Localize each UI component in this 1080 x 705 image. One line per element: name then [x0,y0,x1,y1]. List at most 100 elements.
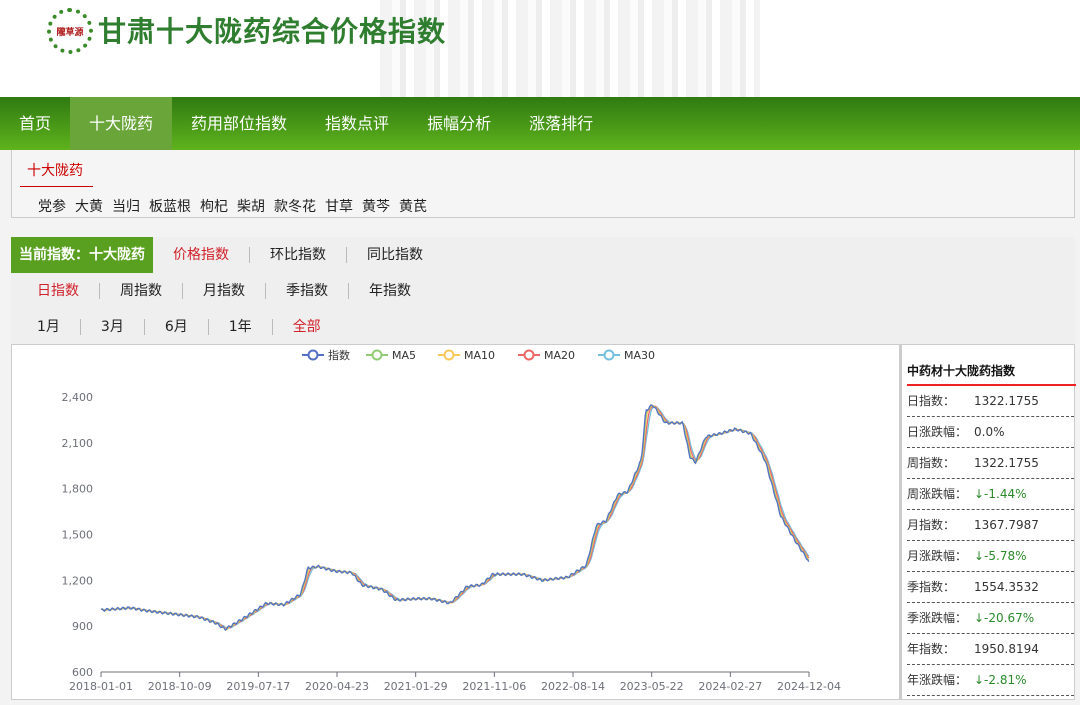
summary-row: 年涨跌幅： ↓-2.81% [907,665,1074,696]
legend-item[interactable]: MA30 [598,349,655,362]
legend-item[interactable]: MA20 [518,349,575,362]
herb-link[interactable]: 柴胡 [237,199,265,215]
current-index-label: 当前指数：十大陇药 [11,237,153,273]
series-line-MA10 [100,404,810,630]
range-option[interactable]: 全部 [292,318,321,335]
herb-link[interactable]: 黄芪 [399,199,427,215]
summary-row: 月指数： 1367.7987 [907,510,1074,541]
summary-value: 1322.1755 [974,456,1039,470]
legend-item[interactable]: MA5 [366,349,416,362]
herb-link[interactable]: 甘草 [325,199,353,215]
legend-label: MA5 [392,349,416,362]
summary-value: 1554.3532 [974,580,1039,594]
summary-value: 0.0% [974,425,1005,439]
summary-key: 年涨跌幅： [907,673,968,687]
summary-value: ↓-5.78% [974,549,1027,563]
herb-link[interactable]: 党参 [38,199,66,215]
period-option[interactable]: 季指数 [266,283,349,299]
x-tick-label: 2021-11-06 [462,680,526,693]
summary-row: 年指数： 1950.8194 [907,634,1074,665]
x-tick-label: 2022-08-14 [541,680,605,693]
nav-item[interactable]: 指数点评 [325,114,390,133]
summary-row: 日指数： 1322.1755 [907,386,1074,417]
summary-value: 1322.1755 [974,394,1039,408]
x-tick-label: 2018-01-01 [69,680,133,693]
legend-item[interactable]: MA10 [438,349,495,362]
herb-link[interactable]: 款冬花 [274,199,316,215]
range-option[interactable]: 3月 [81,318,145,335]
index-type-bar: 当前指数：十大陇药 价格指数 环比指数 同比指数 [11,237,1075,273]
series-line-MA5 [100,404,810,631]
herb-panel: 十大陇药 党参 大黄 当归 板蓝根 枸杞 柴胡 款冬花 甘草 黄芩 黄芪 [11,150,1075,218]
summary-row: 周指数： 1322.1755 [907,448,1074,479]
y-tick-label: 1,500 [62,529,94,542]
summary-key: 季涨跌幅： [907,611,968,625]
y-tick-label: 2,400 [62,391,94,404]
herb-link[interactable]: 大黄 [75,199,103,215]
x-tick-label: 2018-10-09 [148,680,212,693]
summary-row: 周涨跌幅： ↓-1.44% [907,479,1074,510]
summary-key: 周指数： [907,456,956,470]
series-line-MA20 [100,405,810,629]
legend-label: MA30 [624,349,655,362]
summary-row: 季指数： 1554.3532 [907,572,1074,603]
index-chart: 600 900 1,200 1,500 1,800 2,100 2,400 2018-01-0… [11,344,900,700]
range-bar: 1月 3月 6月 1年 全部 [11,309,1075,344]
index-type-option[interactable]: 环比指数 [250,247,347,263]
nav-item[interactable]: 振幅分析 [427,114,492,133]
y-tick-label: 600 [72,666,93,679]
period-option[interactable]: 月指数 [183,283,266,299]
series-line-指数 [100,404,810,632]
range-option[interactable]: 6月 [145,318,209,335]
x-tick-label: 2024-02-27 [698,680,762,693]
site-header: 隴草源 甘肃十大陇药综合价格指数 [0,0,1080,97]
summary-value: ↓-20.67% [974,611,1035,625]
legend-label: 指数 [328,348,350,362]
series-line-MA30 [100,406,810,629]
summary-value: ↓-2.81% [974,673,1027,687]
period-option[interactable]: 日指数 [17,283,100,299]
herb-link[interactable]: 黄芩 [362,199,390,215]
herb-link[interactable]: 板蓝根 [149,199,191,215]
nav-item[interactable]: 首页 [19,114,52,133]
summary-row: 季涨跌幅： ↓-20.67% [907,603,1074,634]
main-nav: 首页 十大陇药 药用部位指数 指数点评 振幅分析 涨落排行 [0,97,1080,150]
nav-item[interactable]: 药用部位指数 [191,114,288,133]
chart-svg: 600 900 1,200 1,500 1,800 2,100 2,400 2018-01-0… [62,348,841,693]
y-tick-label: 1,800 [62,483,94,496]
legend-marker-icon [307,349,319,361]
period-option[interactable]: 年指数 [369,283,411,299]
summary-value: 1367.7987 [974,518,1039,532]
legend-label: MA10 [464,349,495,362]
summary-row: 月涨跌幅： ↓-5.78% [907,541,1074,572]
x-tick-label: 2020-04-23 [305,680,369,693]
legend-marker-icon [371,349,383,361]
logo[interactable]: 隴草源 [47,8,93,54]
index-summary-panel: 中药材十大陇药指数 日指数： 1322.1755 日涨跌幅： 0.0% 周指数： 1322… [900,344,1076,700]
y-tick-label: 900 [72,620,93,633]
period-bar: 日指数 周指数 月指数 季指数 年指数 [11,273,1075,309]
nav-item[interactable]: 十大陇药 [70,97,173,150]
period-option[interactable]: 周指数 [100,283,183,299]
summary-row: 日涨跌幅： 0.0% [907,417,1074,448]
summary-key: 日涨跌幅： [907,425,968,439]
logo-text: 隴草源 [56,27,84,38]
legend-label: MA20 [544,349,575,362]
summary-title: 中药材十大陇药指数 [907,345,1076,386]
herb-link[interactable]: 枸杞 [200,199,228,215]
herb-panel-title: 十大陇药 [20,160,93,187]
y-tick-label: 2,100 [62,437,94,450]
herb-link[interactable]: 当归 [112,199,140,215]
summary-key: 日指数： [907,394,956,408]
range-option[interactable]: 1年 [209,318,273,335]
x-tick-label: 2023-05-22 [620,680,684,693]
nav-item[interactable]: 涨落排行 [529,114,594,133]
site-title: 甘肃十大陇药综合价格指数 [98,15,447,48]
index-type-option[interactable]: 价格指数 [153,247,250,263]
legend-item[interactable]: 指数 [302,348,350,362]
herb-list: 党参 大黄 当归 板蓝根 枸杞 柴胡 款冬花 甘草 黄芩 黄芪 [38,196,427,216]
summary-value: ↓-1.44% [974,487,1027,501]
summary-key: 月指数： [907,518,956,532]
range-option[interactable]: 1月 [17,318,81,335]
index-type-option[interactable]: 同比指数 [367,247,423,263]
